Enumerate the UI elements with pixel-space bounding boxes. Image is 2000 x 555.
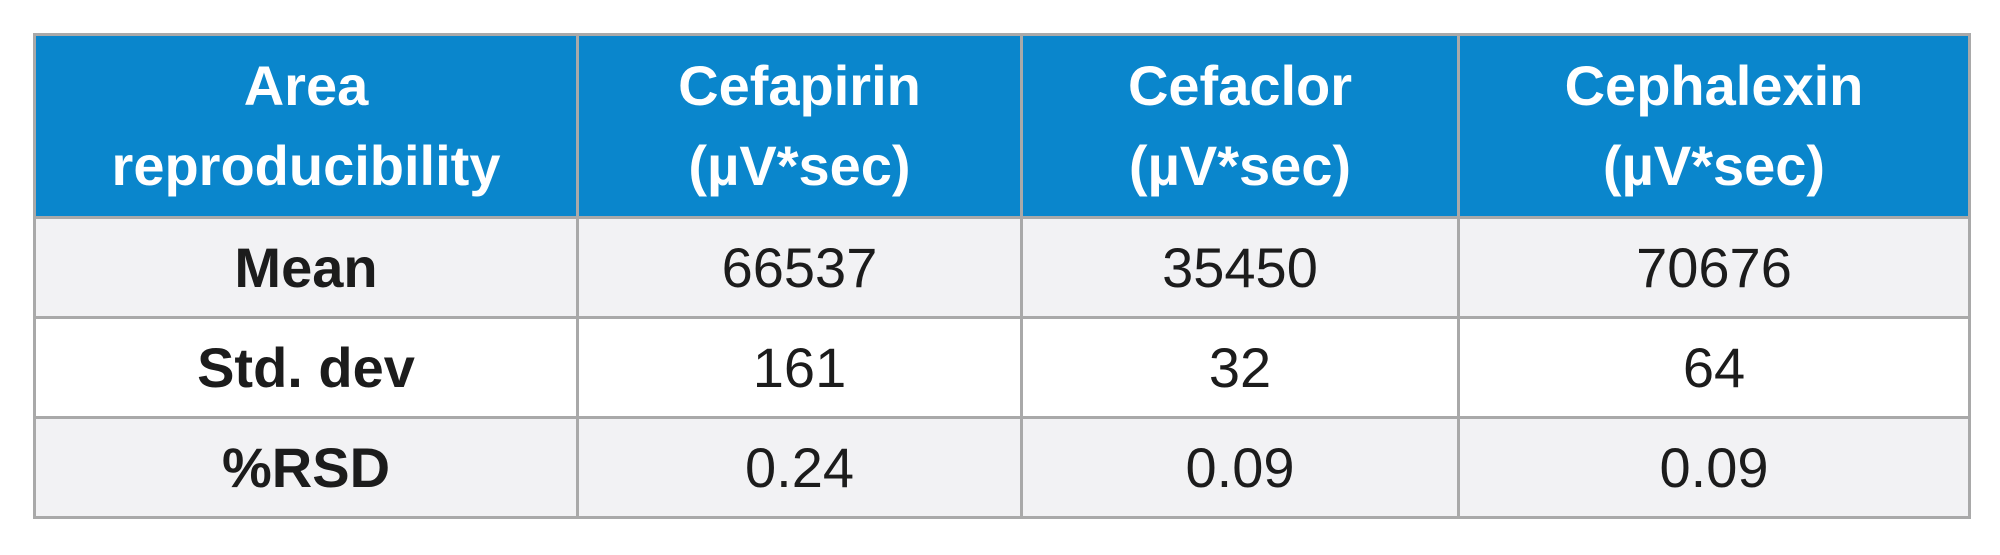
header-line: Area (243, 54, 369, 117)
header-line: Cefapirin (678, 54, 921, 117)
table-body: Mean 66537 35450 70676 Std. dev 161 32 6… (33, 216, 1971, 519)
table-row-mean: Mean 66537 35450 70676 (33, 216, 1971, 319)
header-row: Area reproducibility Cefapirin (µV*sec) … (33, 33, 1971, 219)
header-line: Cephalexin (1564, 54, 1864, 117)
row-label: %RSD (33, 416, 579, 519)
cell-value: 66537 (576, 216, 1023, 319)
cell-value: 0.24 (576, 416, 1023, 519)
header-line: Cefaclor (1127, 54, 1353, 117)
table-row-rsd: %RSD 0.24 0.09 0.09 (33, 416, 1971, 519)
table-row-std-dev: Std. dev 161 32 64 (33, 316, 1971, 419)
area-reproducibility-table: Area reproducibility Cefapirin (µV*sec) … (33, 33, 1971, 519)
header-line: reproducibility (111, 134, 501, 197)
cell-value: 0.09 (1457, 416, 1971, 519)
header-line: (µV*sec) (688, 134, 911, 197)
header-line: (µV*sec) (1602, 134, 1826, 197)
cell-value: 0.09 (1020, 416, 1460, 519)
row-label: Mean (33, 216, 579, 319)
header-cell-cefaclor: Cefaclor (µV*sec) (1020, 33, 1460, 219)
header-line: (µV*sec) (1128, 134, 1352, 197)
cell-value: 32 (1020, 316, 1460, 419)
row-label: Std. dev (33, 316, 579, 419)
cell-value: 35450 (1020, 216, 1460, 319)
cell-value: 64 (1457, 316, 1971, 419)
table-header: Area reproducibility Cefapirin (µV*sec) … (33, 33, 1971, 219)
header-cell-cefapirin: Cefapirin (µV*sec) (576, 33, 1023, 219)
cell-value: 70676 (1457, 216, 1971, 319)
cell-value: 161 (576, 316, 1023, 419)
header-cell-area-reproducibility: Area reproducibility (33, 33, 579, 219)
header-cell-cephalexin: Cephalexin (µV*sec) (1457, 33, 1971, 219)
